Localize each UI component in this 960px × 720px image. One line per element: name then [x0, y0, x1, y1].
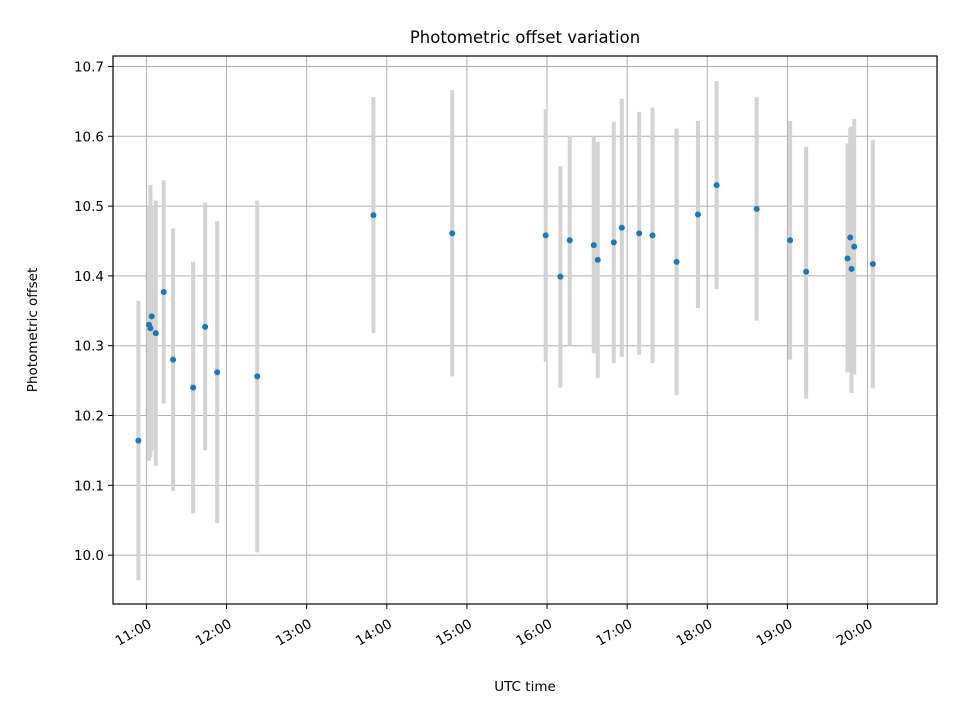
- y-tick-label: 10.5: [74, 199, 104, 215]
- data-point: [848, 265, 855, 272]
- data-point: [803, 268, 810, 275]
- data-points: [135, 182, 876, 444]
- data-point: [618, 224, 625, 231]
- data-point: [844, 255, 851, 262]
- data-point: [449, 230, 456, 237]
- data-point: [590, 242, 597, 249]
- plot-frame: [112, 55, 938, 605]
- y-tick-label: 10.6: [74, 129, 104, 145]
- data-point: [713, 182, 720, 189]
- data-point: [370, 212, 377, 219]
- data-point: [135, 437, 142, 444]
- data-point: [847, 234, 854, 241]
- x-axis-label: UTC time: [494, 679, 556, 695]
- data-point: [147, 325, 154, 332]
- y-tick-label: 10.0: [74, 548, 104, 564]
- data-point: [190, 384, 197, 391]
- data-point: [753, 205, 760, 212]
- data-point: [160, 288, 167, 295]
- data-point: [214, 369, 221, 376]
- data-point: [152, 330, 159, 337]
- data-point: [869, 261, 876, 268]
- data-point: [170, 356, 177, 363]
- data-point: [673, 258, 680, 265]
- data-point: [202, 323, 209, 330]
- data-point: [610, 239, 617, 246]
- data-point: [566, 237, 573, 244]
- y-tick-label: 10.3: [74, 339, 104, 355]
- data-point: [694, 211, 701, 218]
- data-point: [787, 237, 794, 244]
- data-point: [594, 256, 601, 263]
- data-point: [148, 313, 155, 320]
- data-point: [636, 230, 643, 237]
- y-tick-label: 10.7: [74, 59, 104, 75]
- data-point: [851, 243, 858, 250]
- data-point: [557, 273, 564, 280]
- chart-title: Photometric offset variation: [410, 28, 640, 47]
- y-tick-label: 10.4: [74, 269, 104, 285]
- y-axis-ticks: 10.0 10.1 10.2 10.3 10.4 10.5 10.6 10.7: [74, 59, 113, 564]
- y-tick-label: 10.1: [74, 478, 104, 494]
- data-point: [542, 232, 549, 239]
- data-point: [254, 373, 261, 380]
- data-point: [649, 232, 656, 239]
- y-axis-label: Photometric offset: [25, 268, 41, 392]
- y-tick-label: 10.2: [74, 409, 104, 425]
